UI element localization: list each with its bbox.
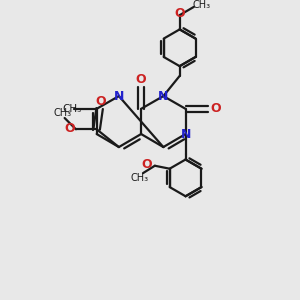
Text: CH₃: CH₃ — [192, 0, 210, 11]
Text: CH₃: CH₃ — [62, 103, 82, 113]
Text: O: O — [136, 73, 146, 86]
Text: N: N — [158, 90, 169, 103]
Text: O: O — [64, 122, 75, 135]
Text: N: N — [114, 90, 124, 103]
Text: CH₃: CH₃ — [53, 108, 71, 118]
Text: O: O — [142, 158, 152, 171]
Text: N: N — [180, 128, 191, 140]
Text: O: O — [210, 102, 220, 115]
Text: CH₃: CH₃ — [131, 172, 149, 183]
Text: O: O — [174, 7, 185, 20]
Text: O: O — [96, 94, 106, 108]
